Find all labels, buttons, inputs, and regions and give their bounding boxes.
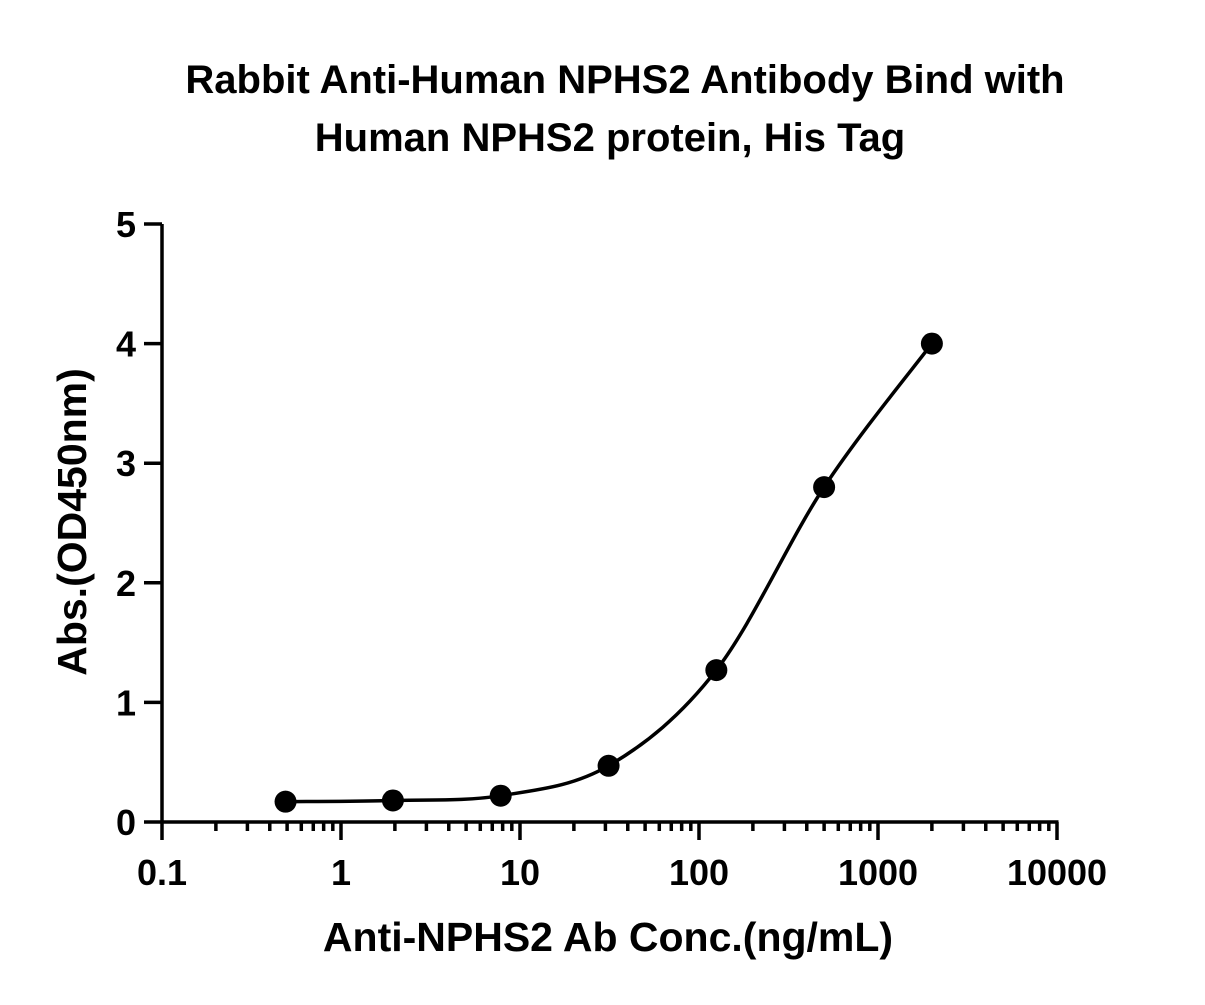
y-tick-label: 5	[116, 204, 136, 245]
x-tick-label: 10	[500, 852, 540, 893]
x-tick-label: 1	[331, 852, 351, 893]
data-point	[920, 332, 943, 355]
chart-title-line-1: Rabbit Anti-Human NPHS2 Antibody Bind wi…	[185, 58, 1064, 102]
x-tick-label: 1000	[838, 852, 918, 893]
fit-curve-layer	[285, 342, 934, 804]
y-tick-label: 4	[116, 324, 136, 365]
x-tick-label: 100	[669, 852, 729, 893]
x-tick-label: 10000	[1007, 852, 1107, 893]
x-axis-label: Anti-NPHS2 Ab Conc.(ng/mL)	[323, 914, 893, 960]
data-point	[705, 659, 728, 682]
y-tick-label: 0	[116, 802, 136, 843]
data-point	[274, 790, 297, 813]
chart-title-line-2: Human NPHS2 protein, His Tag	[315, 116, 905, 160]
axes: 0 1 2 3 4 5 0.1 1 10 100 1000 10000	[116, 204, 1107, 893]
y-tick-label: 3	[116, 443, 136, 484]
y-tick-label: 2	[116, 563, 136, 604]
data-point	[813, 476, 836, 499]
data-point	[597, 754, 620, 777]
fit-curve	[285, 342, 934, 804]
x-tick-label: 0.1	[137, 852, 187, 893]
data-points	[274, 332, 943, 813]
data-point	[381, 789, 404, 812]
y-tick-label: 1	[116, 682, 136, 723]
y-axis-label: Abs.(OD450nm)	[49, 368, 95, 676]
data-point	[489, 784, 512, 807]
